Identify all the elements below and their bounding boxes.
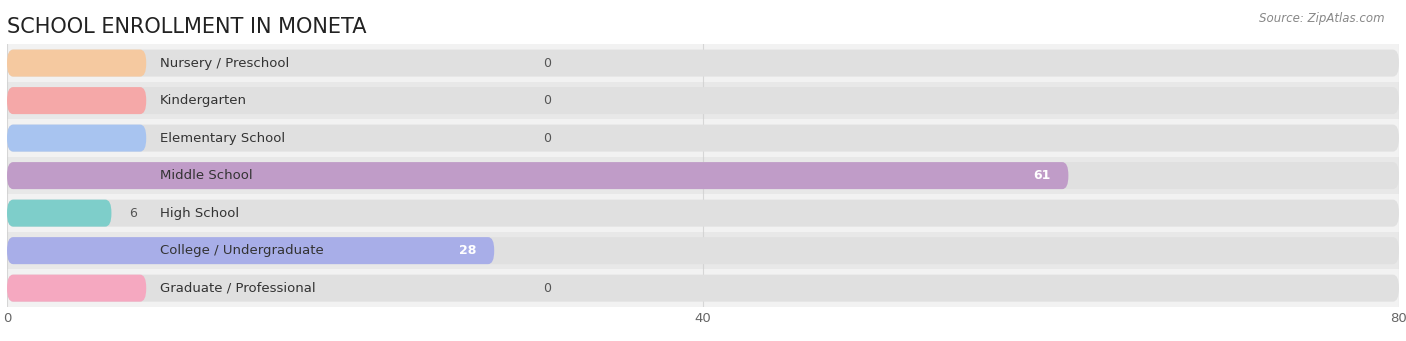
Text: Nursery / Preschool: Nursery / Preschool	[160, 57, 290, 70]
Bar	[7, 157, 1399, 194]
FancyBboxPatch shape	[7, 199, 1399, 227]
Text: 0: 0	[543, 132, 551, 145]
Text: Middle School: Middle School	[160, 169, 253, 182]
Bar	[7, 232, 1399, 269]
Bar	[7, 44, 1399, 82]
Text: 0: 0	[543, 94, 551, 107]
FancyBboxPatch shape	[7, 275, 146, 302]
FancyBboxPatch shape	[7, 49, 146, 77]
FancyBboxPatch shape	[7, 162, 1069, 189]
Text: 28: 28	[460, 244, 477, 257]
FancyBboxPatch shape	[7, 162, 1399, 189]
Text: High School: High School	[160, 207, 239, 220]
Text: Kindergarten: Kindergarten	[160, 94, 247, 107]
FancyBboxPatch shape	[7, 87, 1399, 114]
Bar	[7, 269, 1399, 307]
Bar	[7, 119, 1399, 157]
FancyBboxPatch shape	[7, 199, 111, 227]
Text: 61: 61	[1033, 169, 1052, 182]
Text: Source: ZipAtlas.com: Source: ZipAtlas.com	[1260, 12, 1385, 25]
FancyBboxPatch shape	[7, 237, 495, 264]
FancyBboxPatch shape	[7, 124, 1399, 152]
FancyBboxPatch shape	[7, 124, 146, 152]
FancyBboxPatch shape	[7, 49, 1399, 77]
FancyBboxPatch shape	[7, 87, 146, 114]
Text: Elementary School: Elementary School	[160, 132, 285, 145]
Text: 0: 0	[543, 57, 551, 70]
Text: College / Undergraduate: College / Undergraduate	[160, 244, 323, 257]
Text: SCHOOL ENROLLMENT IN MONETA: SCHOOL ENROLLMENT IN MONETA	[7, 17, 367, 37]
Text: Graduate / Professional: Graduate / Professional	[160, 282, 316, 295]
Text: 0: 0	[543, 282, 551, 295]
Bar	[7, 194, 1399, 232]
Bar	[7, 82, 1399, 119]
Text: 6: 6	[129, 207, 136, 220]
FancyBboxPatch shape	[7, 275, 1399, 302]
FancyBboxPatch shape	[7, 237, 1399, 264]
